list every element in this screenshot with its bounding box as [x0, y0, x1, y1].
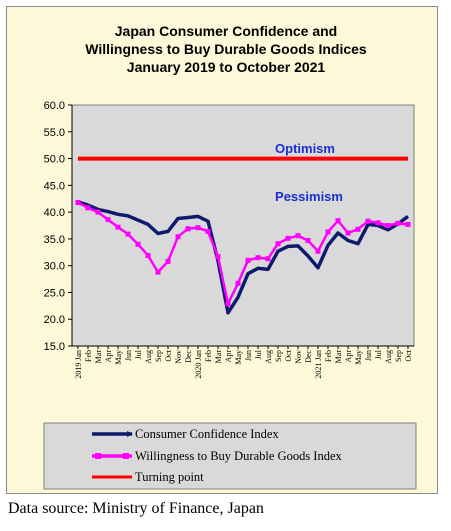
x-tick-label: 2021 Jan	[314, 350, 323, 379]
x-tick-label: Mar	[334, 350, 343, 364]
x-tick-label: Apr	[344, 350, 353, 363]
willingness-point	[315, 248, 321, 254]
willingness-point	[195, 225, 201, 231]
x-tick-label: Feb	[204, 350, 213, 362]
willingness-point	[95, 209, 101, 215]
chart-title-line-2: Willingness to Buy Durable Goods Indices	[85, 41, 367, 57]
y-tick-label: 25.0	[44, 287, 65, 299]
willingness-point	[105, 217, 111, 223]
x-tick-label: Jun	[124, 350, 133, 361]
y-tick-label: 15.0	[44, 341, 65, 353]
chart-title-line-3: January 2019 to October 2021	[127, 59, 326, 75]
y-tick-label: 40.0	[44, 207, 65, 219]
willingness-point	[75, 199, 81, 205]
willingness-point	[295, 233, 301, 239]
willingness-point	[375, 220, 381, 226]
legend-marker	[123, 453, 129, 459]
x-tick-label: May	[234, 350, 243, 365]
y-tick-label: 35.0	[44, 234, 65, 246]
x-tick-label: Feb	[324, 350, 333, 362]
y-tick-label: 55.0	[44, 127, 65, 139]
willingness-point	[365, 218, 371, 224]
legend: Consumer Confidence Index Willingness to …	[92, 427, 343, 484]
willingness-point	[125, 231, 131, 237]
willingness-point	[305, 237, 311, 243]
willingness-point	[145, 252, 151, 258]
willingness-point	[185, 226, 191, 232]
y-tick-labels: 60.0 55.0 50.0 45.0 40.0 35.0 30.0 25.0 20.0 15.0	[44, 100, 72, 353]
x-tick-label: Apr	[224, 350, 233, 363]
legend-marker	[95, 453, 101, 459]
willingness-point	[115, 224, 121, 230]
x-tick-label: Oct	[284, 349, 293, 361]
y-tick-label: 20.0	[44, 314, 65, 326]
x-tick-label: May	[114, 350, 123, 365]
y-tick-label: 60.0	[44, 100, 65, 112]
x-tick-label: Dec	[184, 350, 193, 363]
x-tick-label: Nov	[174, 350, 183, 364]
x-tick-label: Jul	[374, 349, 383, 359]
willingness-point	[225, 301, 231, 307]
willingness-point	[135, 241, 141, 247]
legend-label-willingness-to-buy: Willingness to Buy Durable Goods Index	[135, 449, 343, 463]
chart-title-line-1: Japan Consumer Confidence and	[115, 23, 337, 39]
data-source-note: Data source: Ministry of Finance, Japan	[8, 500, 264, 517]
x-tick-label: Aug	[384, 350, 393, 364]
x-tick-label: Jul	[134, 349, 143, 359]
willingness-point	[395, 220, 401, 226]
y-tick-label: 45.0	[44, 180, 65, 192]
willingness-point	[345, 230, 351, 236]
willingness-point	[275, 241, 281, 247]
x-tick-label: Oct	[404, 349, 413, 361]
willingness-point	[325, 229, 331, 235]
x-tick-label: Apr	[104, 350, 113, 363]
x-tick-label: Mar	[214, 350, 223, 364]
willingness-point	[165, 258, 171, 264]
x-tick-label: Jun	[244, 350, 253, 361]
x-tick-label: 2020 Jan	[194, 350, 203, 379]
willingness-point	[335, 218, 341, 224]
willingness-point	[355, 226, 361, 232]
y-tick-label: 50.0	[44, 154, 65, 166]
willingness-point	[155, 269, 161, 275]
willingness-point	[265, 256, 271, 262]
x-tick-labels: 2019 Jan Feb Mar Apr May Jun Jul Aug Sep Oct Nov De…	[74, 346, 413, 379]
x-tick-label: Mar	[94, 350, 103, 364]
willingness-point	[205, 228, 211, 234]
x-tick-label: Sep	[154, 350, 163, 362]
series-line-willingness-to-buy	[77, 201, 409, 305]
x-tick-label: Jun	[364, 350, 373, 361]
series-line-consumer-confidence	[77, 200, 410, 315]
x-tick-label: Nov	[294, 350, 303, 364]
x-tick-label: Jul	[254, 349, 263, 359]
willingness-point	[405, 221, 411, 227]
x-tick-label: Aug	[264, 350, 273, 364]
willingness-point	[85, 205, 91, 211]
x-tick-label: Oct	[164, 349, 173, 361]
willingness-point	[285, 235, 291, 241]
x-tick-label: Sep	[274, 350, 283, 362]
plot-area	[71, 104, 415, 347]
x-tick-label: Aug	[144, 350, 153, 364]
willingness-point	[255, 255, 261, 261]
willingness-point	[235, 280, 241, 286]
x-tick-label: Feb	[84, 350, 93, 362]
willingness-point	[245, 257, 251, 263]
legend-label-consumer-confidence: Consumer Confidence Index	[135, 427, 279, 441]
y-tick-label: 30.0	[44, 261, 65, 273]
willingness-point	[175, 234, 181, 240]
x-tick-label: 2019 Jan	[74, 350, 83, 379]
optimism-annotation: Optimism	[275, 141, 335, 156]
legend-label-turning-point: Turning point	[135, 470, 204, 484]
pessimism-annotation: Pessimism	[275, 189, 343, 204]
willingness-point	[385, 223, 391, 228]
legend-marker	[127, 431, 133, 437]
willingness-point	[215, 254, 221, 260]
series-layer	[75, 156, 411, 315]
x-tick-label: Sep	[394, 350, 403, 362]
x-tick-label: Dec	[304, 350, 313, 363]
x-tick-label: May	[354, 350, 363, 365]
